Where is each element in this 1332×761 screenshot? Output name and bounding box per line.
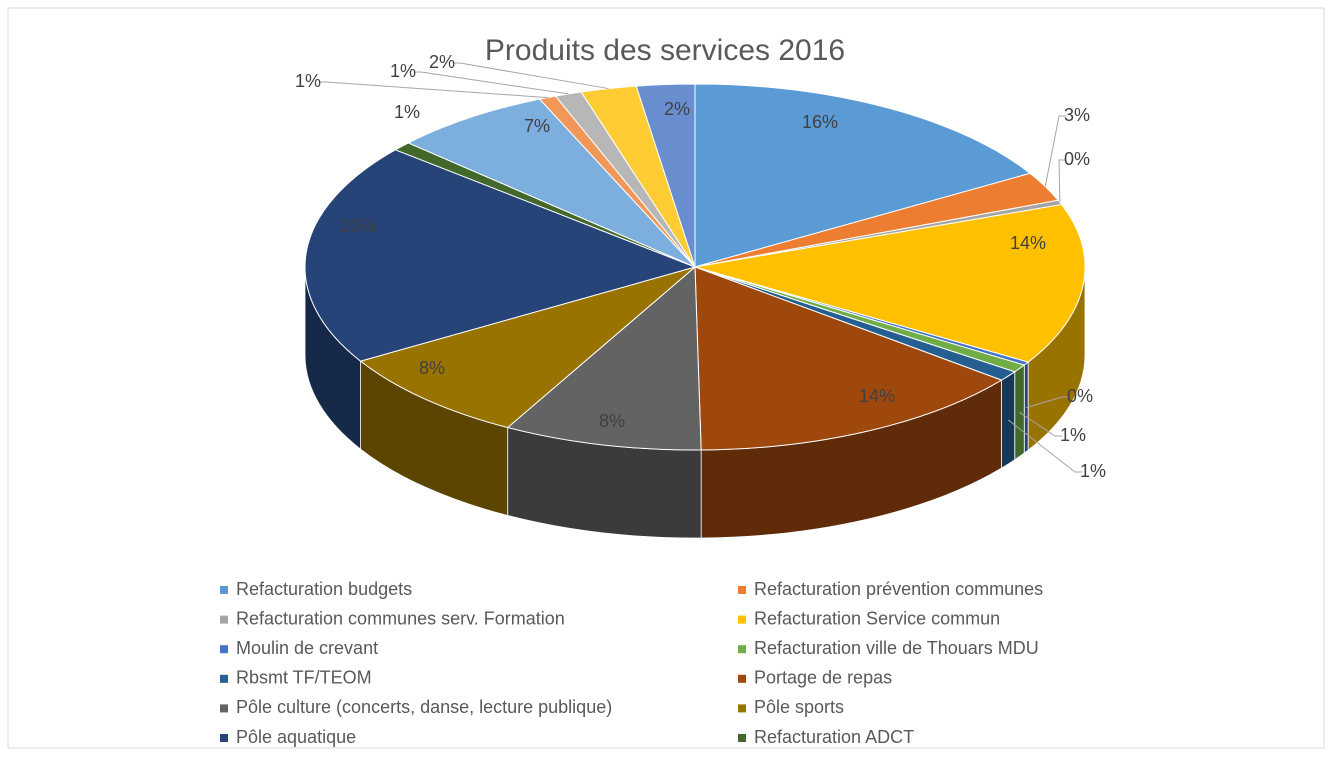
legend-swatch <box>738 586 746 594</box>
leader-line <box>1007 419 1083 473</box>
legend-label: Pôle culture (concerts, danse, lecture p… <box>236 697 612 717</box>
legend-swatch <box>220 586 228 594</box>
data-label: 8% <box>419 358 445 378</box>
data-label: 1% <box>390 61 416 81</box>
legend-swatch <box>220 674 228 683</box>
data-label: 0% <box>1067 386 1093 406</box>
leader-line <box>318 81 548 99</box>
data-label: 7% <box>524 116 550 136</box>
legend-swatch <box>738 615 746 624</box>
legend-label: Refacturation ADCT <box>754 727 914 747</box>
legend-label: Refacturation communes serv. Formation <box>236 608 565 628</box>
data-label: 8% <box>599 411 625 431</box>
slice <box>635 83 696 268</box>
slice <box>694 266 1003 451</box>
leader-line <box>1044 115 1067 187</box>
legend-label: Refacturation prévention communes <box>754 579 1043 599</box>
legend-label: Refacturation Service commun <box>754 608 1000 628</box>
legend-swatch <box>220 734 228 742</box>
legend-label: Refacturation budgets <box>236 579 412 599</box>
slice-side <box>1014 364 1025 461</box>
legend-label: Moulin de crevant <box>236 638 378 658</box>
data-label: 20% <box>340 216 376 236</box>
slice-side <box>1001 371 1016 469</box>
chart-title: Produits des services 2016 <box>485 34 845 67</box>
data-label: 16% <box>802 112 838 132</box>
data-label: 0% <box>1064 149 1090 169</box>
leader-line <box>1019 412 1063 437</box>
data-label: 14% <box>859 386 895 406</box>
slice <box>694 204 1086 363</box>
legend-label: Pôle aquatique <box>236 727 356 747</box>
legend-swatch <box>220 704 228 713</box>
legend-label: Rbsmt TF/TEOM <box>236 668 372 688</box>
legend-swatch <box>738 674 746 683</box>
leader-line <box>413 71 569 95</box>
data-label: 1% <box>295 71 321 91</box>
data-label: 2% <box>429 52 455 72</box>
data-label: 1% <box>394 102 420 122</box>
legend-label: Portage de repas <box>754 668 892 688</box>
legend-swatch <box>738 734 746 742</box>
slice <box>506 265 702 451</box>
data-label: 2% <box>664 99 690 119</box>
slice <box>694 83 1032 268</box>
slice <box>359 266 696 429</box>
leader-line <box>1026 396 1070 409</box>
leader-line <box>452 62 609 90</box>
data-label: 3% <box>1064 105 1090 125</box>
legend-label: Pôle sports <box>754 697 844 717</box>
legend-swatch <box>738 645 746 654</box>
data-label: 1% <box>1080 461 1106 481</box>
data-label: 1% <box>1060 425 1086 445</box>
leader-line <box>1058 159 1067 203</box>
slice <box>304 149 697 362</box>
legend-swatch <box>220 645 228 654</box>
legend-label: Refacturation ville de Thouars MDU <box>754 638 1039 658</box>
data-label: 14% <box>1010 233 1046 253</box>
legend-swatch <box>220 615 228 624</box>
slice <box>407 98 696 268</box>
legend-swatch <box>738 704 746 713</box>
